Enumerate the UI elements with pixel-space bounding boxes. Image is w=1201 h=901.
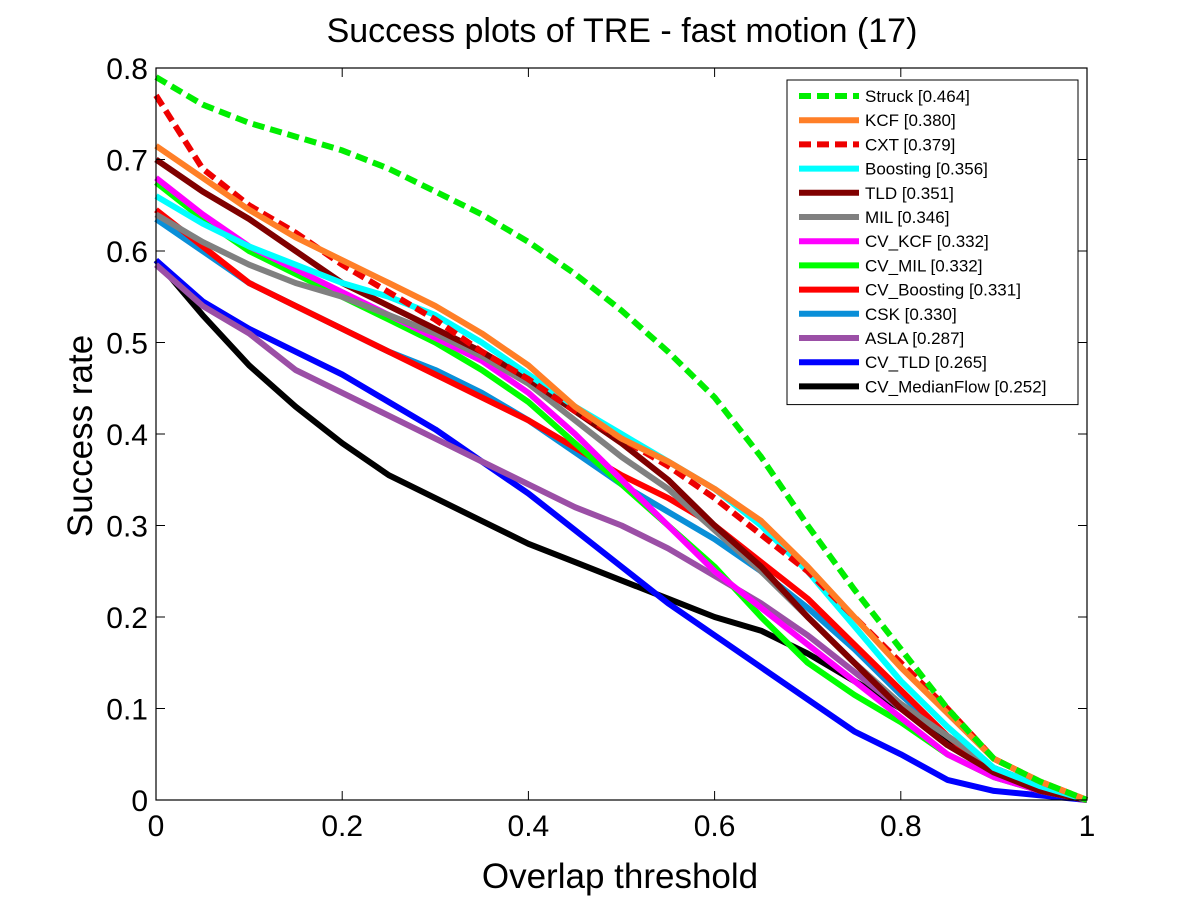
y-tick-label: 0.7 [106,145,148,178]
chart-title: Success plots of TRE - fast motion (17) [327,12,918,50]
series-line-8 [154,207,1088,803]
y-tick-label: 0.8 [106,53,148,86]
legend-entry-9: CSK [0.330] [865,305,957,324]
legend-entry-0: Struck [0.464] [865,87,970,106]
axes: 0 0.2 0.4 0.6 0.8 1 0 0.1 0.2 0.3 0.4 0.5 0.6 0.7 0.8 [106,53,1095,843]
x-tick-label: 0.2 [321,810,363,843]
x-tick-label: 0.6 [694,810,736,843]
legend-entry-7: CV_MIL [0.332] [865,256,983,275]
y-tick-label: 0.6 [106,236,148,269]
y-tick-label: 0.3 [106,511,148,544]
x-axis-label: Overlap threshold [482,857,758,896]
y-tick-label: 0 [131,785,148,818]
x-tick-label: 0.4 [508,810,550,843]
legend: Struck [0.464] KCF [0.380] CXT [0.379] Boos… [786,79,1079,406]
series-line-1 [154,143,1089,803]
plot-area [153,74,1089,803]
x-tick-label: 0 [148,810,165,843]
y-axis-label: Success rate [61,335,100,537]
x-tick-label: 0.8 [880,810,922,843]
x-tick-label: 1 [1079,810,1096,843]
series-line-11 [154,257,1088,803]
legend-entry-1: KCF [0.380] [865,111,956,130]
legend-entry-8: CV_Boosting [0.331] [865,281,1021,300]
legend-entry-6: CV_KCF [0.332] [865,232,989,251]
legend-entry-4: TLD [0.351] [865,184,954,203]
series-line-0 [154,74,1089,803]
legend-entry-12: CV_MedianFlow [0.252] [865,377,1046,396]
legend-entry-11: CV_TLD [0.265] [865,353,987,372]
y-tick-label: 0.2 [106,602,148,635]
y-tick-label: 0.4 [106,419,148,452]
legend-entry-2: CXT [0.379] [865,135,955,154]
series-line-6 [154,175,1088,803]
y-tick-label: 0.1 [106,694,148,727]
legend-entry-3: Boosting [0.356] [865,160,988,179]
series-line-5 [154,211,1088,803]
legend-entry-10: ASLA [0.287] [865,329,964,348]
series-line-3 [154,193,1088,803]
legend-entry-5: MIL [0.346] [865,208,949,227]
y-tick-label: 0.5 [106,328,148,361]
series-line-4 [154,157,1088,803]
